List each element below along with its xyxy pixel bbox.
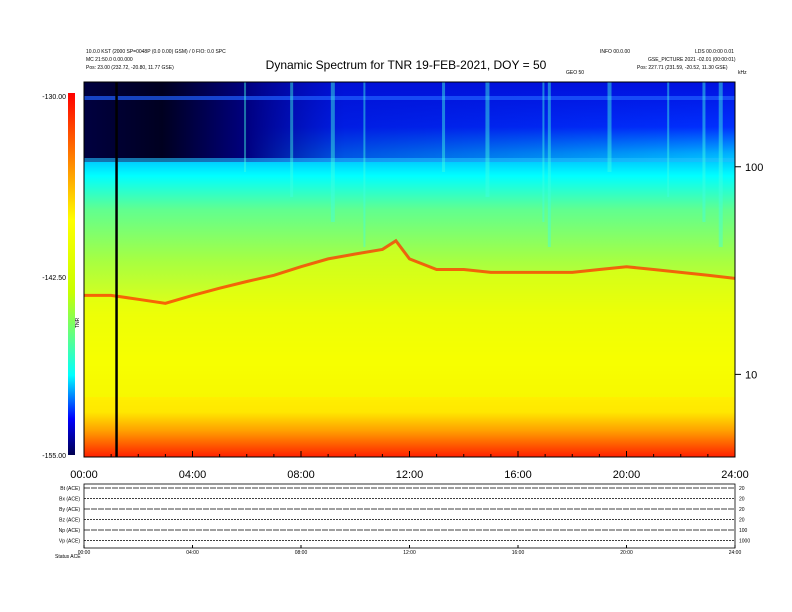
header-left-line1: 10.0.0 KST (2000 SP=0048P (0.0 0.00) GSM… (86, 49, 226, 55)
x-tick-label: 08:00 (287, 469, 315, 481)
x-axis: 00:00 04:00 08:00 12:00 16:00 20:00 24:00 (70, 451, 749, 481)
radio-burst (702, 82, 706, 222)
header-corner-label: kHz (738, 70, 747, 76)
stack-right-label: 20 (739, 497, 745, 503)
y-axis-right: 100 10 (735, 162, 763, 381)
stack-frame (83, 483, 736, 549)
x-tick-label: 24:00 (721, 469, 749, 481)
stack-tick-label: 20:00 (620, 550, 633, 556)
stack-label: Bz (ACE) (59, 518, 80, 524)
radio-burst (442, 82, 446, 172)
x-tick-label: 20:00 (613, 469, 641, 481)
radio-burst (330, 82, 335, 222)
stack-label: By (ACE) (59, 507, 80, 513)
x-tick-label: 04:00 (179, 469, 207, 481)
radio-burst (607, 82, 612, 172)
radio-burst (485, 82, 490, 197)
colorbar-label-mid: -142.50 (42, 275, 66, 282)
x-tick-label: 12:00 (396, 469, 424, 481)
radio-burst (244, 82, 247, 172)
radio-burst (718, 82, 723, 247)
spectrogram (84, 82, 735, 457)
colorbar-label-bottom: -155.00 (42, 453, 66, 460)
header-right-line1: INFO 00.0.00 (600, 49, 630, 55)
header-left-line3: Pos: 23.00 (232.72, -20.80, 11.77 GSE) (86, 65, 174, 71)
radio-burst (667, 82, 670, 197)
header-left-line2: MC 21:50.0 0.00.000 (86, 57, 133, 63)
x-tick-label: 16:00 (504, 469, 532, 481)
stack-tick-label: 24:00 (729, 550, 742, 556)
header-mid-label: GEO 50 (566, 70, 584, 76)
stack-right-label: 1000 (739, 539, 750, 545)
stack-label: Bt (ACE) (60, 486, 80, 492)
y-tick-label: 100 (745, 162, 763, 174)
stack-tick-label: 16:00 (512, 550, 525, 556)
colorbar-label-top: -130.00 (42, 94, 66, 101)
colorbar-unit: TNR (75, 317, 81, 328)
radio-bursts (244, 82, 723, 247)
colorbar (68, 93, 75, 455)
spectrogram-stripe-1 (84, 96, 735, 100)
spectrogram-dark-band (84, 82, 735, 162)
header-right-line3: GSE_PICTURE 2021 -02.01 (00:00:01) (648, 57, 736, 63)
plasma-frequency-line (84, 238, 735, 305)
radio-burst (542, 82, 545, 222)
stack-tick-label: 00:00 (78, 550, 91, 556)
spectrogram-stripe-2 (84, 158, 735, 162)
stack-right-label: 20 (739, 507, 745, 513)
stack-tick-label: 08:00 (295, 550, 308, 556)
stack-right-label: 20 (739, 518, 745, 524)
stack-right-label: 100 (739, 528, 748, 534)
radio-burst (363, 82, 366, 247)
stack-label: Bx (ACE) (59, 497, 80, 503)
radio-burst (547, 82, 551, 247)
radio-burst (290, 82, 294, 197)
stack-label: Vp (ACE) (59, 539, 80, 545)
stack-footer: Status ACE (55, 554, 81, 560)
y-tick-label: 10 (745, 369, 757, 381)
chart-title: Dynamic Spectrum for TNR 19-FEB-2021, DO… (266, 58, 547, 72)
stack-tick-label: 04:00 (186, 550, 199, 556)
stacked-panels: Bt (ACE) 20 Bx (ACE) 20 By (ACE) 20 Bz (ACE) 20… (55, 483, 750, 560)
stack-label: Np (ACE) (59, 528, 81, 534)
stack-right-label: 20 (739, 486, 745, 492)
x-tick-label: 00:00 (70, 469, 98, 481)
spectrogram-below-plasma-fill (84, 240, 735, 397)
stack-tick-label: 12:00 (403, 550, 416, 556)
header-right-line2: LDS 00.0:00 0.01 (695, 49, 734, 55)
header-right-line4: Pos: 227.71 (231.59, -20.52, 11.30 GSE) (637, 65, 728, 71)
